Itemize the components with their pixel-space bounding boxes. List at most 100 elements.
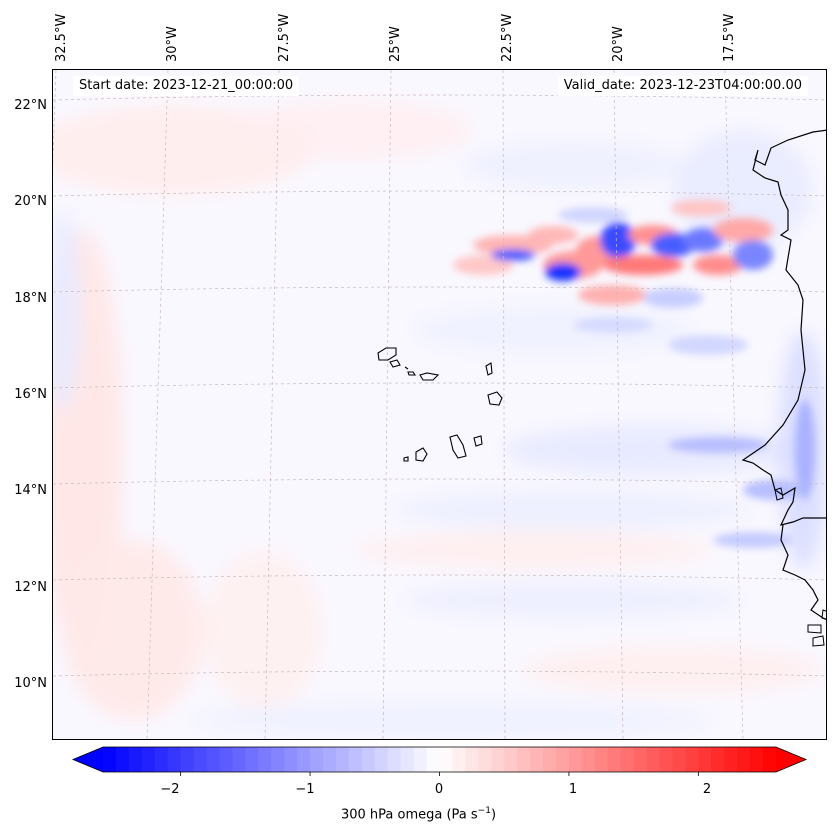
- lat-label-20n: 20°N: [14, 194, 47, 209]
- colorbar-cell: [323, 747, 337, 772]
- colorbar-cell: [543, 747, 557, 772]
- colorbar-cell: [128, 747, 143, 772]
- lon-label-32-5w: 32.5°W: [54, 13, 69, 62]
- colorbar-cell: [348, 747, 363, 772]
- colorbar-cell: [555, 747, 570, 772]
- colorbar: [71, 746, 808, 776]
- colorbar-cell: [219, 747, 233, 772]
- lon-label-17-5w: 17.5°W: [722, 13, 737, 62]
- lat-label-16n: 16°N: [14, 387, 47, 402]
- colorbar-cell: [335, 747, 350, 772]
- colorbar-cell: [310, 747, 324, 772]
- colorbar-label: 300 hPa omega (Pa s−1): [0, 806, 837, 822]
- africa-coastline: [741, 129, 826, 526]
- lon-label-22-5w: 22.5°W: [500, 13, 515, 62]
- colorbar-label-close: ): [490, 807, 497, 823]
- lon-label-30w: 30°W: [165, 26, 180, 62]
- colorbar-cell: [646, 747, 661, 772]
- lon-label-25w: 25°W: [388, 26, 403, 62]
- colorbar-cell: [724, 747, 738, 772]
- colorbar-cell: [711, 747, 725, 772]
- colorbar-label-exp: −1: [477, 806, 491, 816]
- colorbar-cell: [374, 747, 389, 772]
- island-sao-vicente: [389, 359, 401, 368]
- colorbar-label-main: 300 hPa omega (Pa s: [340, 807, 478, 823]
- colorbar-cell: [737, 747, 751, 772]
- colorbar-tick-0: 0: [434, 782, 444, 797]
- colorbar-cell: [387, 747, 402, 772]
- colorbar-cell: [258, 747, 272, 772]
- lat-label-22n: 22°N: [14, 98, 47, 113]
- colorbar-cell: [672, 747, 686, 772]
- island-sao-nicolau: [407, 371, 417, 376]
- colorbar-cell: [167, 747, 182, 772]
- colorbar-cell: [659, 747, 673, 772]
- start-date-label: Start date: 2023-12-21_00:00:00: [73, 76, 300, 96]
- island-boa-vista: [487, 391, 503, 406]
- colorbar-cell: [439, 747, 453, 772]
- colorbar-cell: [180, 747, 195, 772]
- island-maio: [473, 435, 483, 447]
- island-fogo: [415, 447, 428, 462]
- background-field: [53, 70, 826, 739]
- omega-field-map: [53, 70, 826, 739]
- lat-label-12n: 12°N: [14, 580, 47, 595]
- colorbar-cell: [413, 747, 428, 772]
- colorbar-cell: [245, 747, 259, 772]
- colorbar-outline: [71, 746, 808, 773]
- colorbar-cell: [517, 747, 531, 772]
- colorbar-extend-max: [776, 747, 806, 772]
- colorbar-tick-neg1: −1: [295, 782, 315, 797]
- island-santa-luzia: [404, 366, 409, 370]
- valid-date-label: Valid_date: 2023-12-23T04:00:00.00: [557, 76, 808, 96]
- colorbar-cell: [400, 747, 415, 772]
- colorbar-cell: [426, 747, 440, 772]
- colorbar-cell: [361, 747, 376, 772]
- colorbar-tick-2: 2: [702, 782, 712, 797]
- island-brava: [403, 456, 409, 462]
- convective-band: [453, 200, 773, 355]
- lat-label-14n: 14°N: [14, 483, 47, 498]
- colorbar-cell: [271, 747, 285, 772]
- colorbar-cell: [103, 747, 117, 772]
- island-sao-nicolau-east: [419, 372, 440, 381]
- colorbar-cell: [763, 747, 777, 772]
- colorbar-cell: [491, 747, 505, 772]
- lon-label-20w: 20°W: [611, 26, 626, 62]
- lat-label-18n: 18°N: [14, 291, 47, 306]
- colorbar-cell: [193, 747, 208, 772]
- colorbar-cell: [297, 747, 311, 772]
- coastal-field: [668, 400, 815, 548]
- colorbar-cell: [633, 747, 648, 772]
- colorbar-cell: [698, 747, 712, 772]
- colorbar-cell: [581, 747, 596, 772]
- bissagos-islands: [807, 609, 826, 647]
- colorbar-tick-1: 1: [568, 782, 578, 797]
- colorbar-cell: [465, 747, 479, 772]
- colorbar-cell: [504, 747, 518, 772]
- colorbar-extend-min: [73, 747, 103, 772]
- colorbar-cell: [284, 747, 298, 772]
- colorbar-cell: [154, 747, 169, 772]
- colorbar-cell: [568, 747, 583, 772]
- colorbar-cell: [620, 747, 635, 772]
- colorbar-cell: [115, 747, 130, 772]
- colorbar-cell: [607, 747, 622, 772]
- island-sal: [485, 362, 493, 376]
- colorbar-tick-neg2: −2: [160, 782, 180, 797]
- colorbar-cell: [206, 747, 220, 772]
- colorbar-cell: [141, 747, 156, 772]
- colorbar-cell: [750, 747, 764, 772]
- colorbar-cell: [452, 747, 466, 772]
- africa-coastline-south: [780, 524, 826, 620]
- island-santiago: [449, 434, 467, 459]
- graticule: [53, 70, 826, 739]
- lon-label-27-5w: 27.5°W: [277, 13, 292, 62]
- colorbar-cell: [530, 747, 544, 772]
- colorbar-cell: [232, 747, 246, 772]
- colorbar-cell: [685, 747, 699, 772]
- map-panel[interactable]: [52, 69, 827, 740]
- lat-label-10n: 10°N: [14, 676, 47, 691]
- island-santo-antao: [377, 347, 397, 361]
- colorbar-cell: [594, 747, 609, 772]
